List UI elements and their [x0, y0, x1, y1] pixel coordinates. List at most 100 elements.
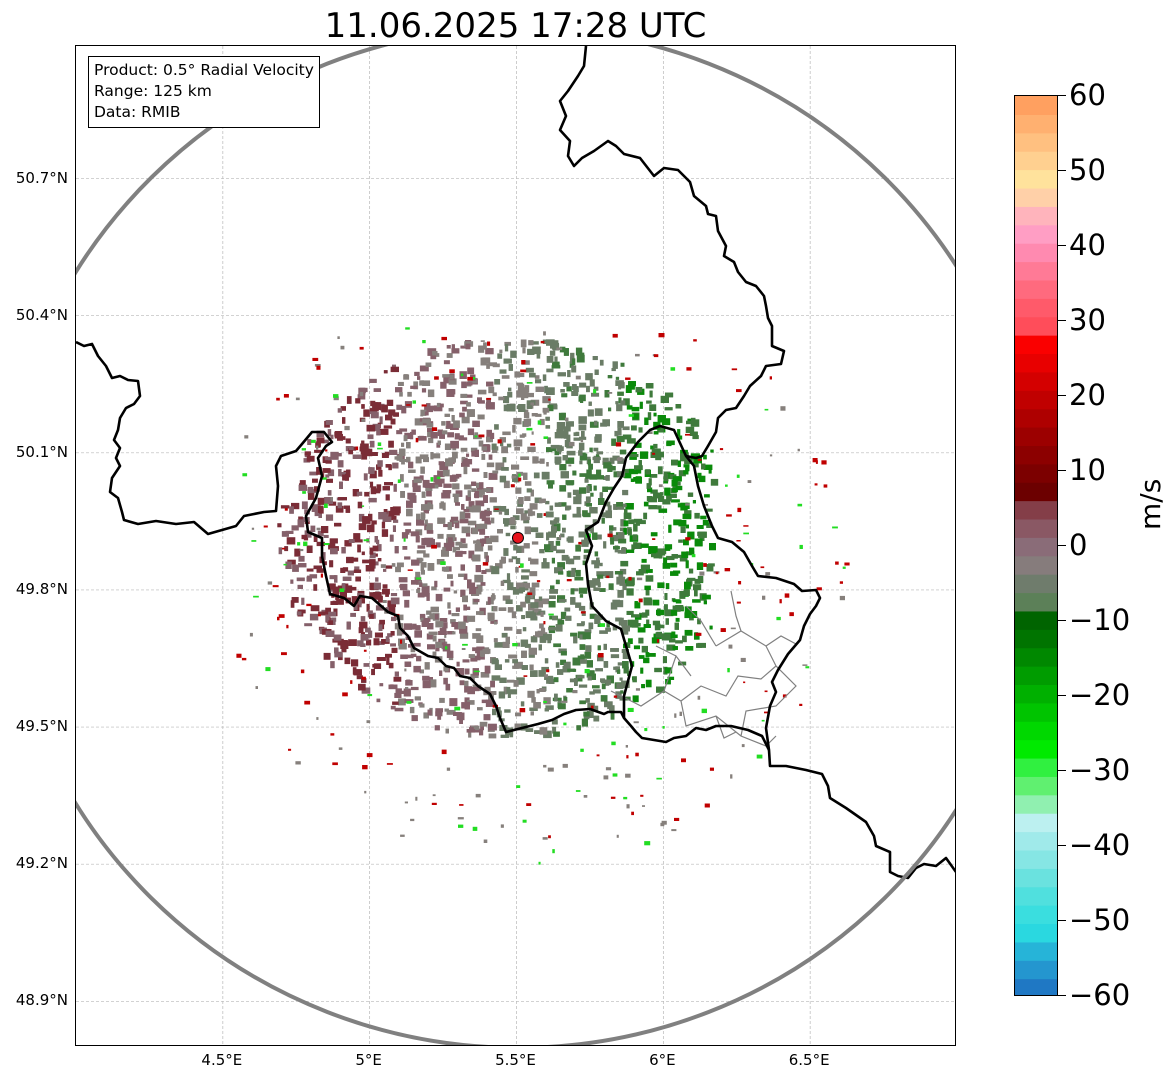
colorbar-segment: [1015, 408, 1057, 428]
product-label: Product: 0.5° Radial Velocity: [94, 61, 314, 79]
colorbar-tick-label: −20: [1069, 678, 1131, 712]
colorbar-tick-label: 50: [1069, 153, 1106, 187]
colorbar-unit-label: m/s: [1134, 478, 1167, 530]
colorbar-segment: [1015, 960, 1057, 980]
range-label: Range: 125 km: [94, 82, 212, 100]
colorbar-tick: [1058, 545, 1066, 546]
colorbar-segment: [1015, 555, 1057, 575]
colorbar-segment: [1015, 776, 1057, 796]
country-border-belgium-luxembourg-east: [558, 46, 786, 718]
colorbar-tick: [1058, 245, 1066, 246]
colorbar-segment: [1015, 537, 1057, 557]
colorbar-segment: [1015, 702, 1057, 722]
product-info-box: Product: 0.5° Radial Velocity Range: 125…: [88, 56, 320, 128]
colorbar-segment: [1015, 371, 1057, 391]
country-border-france-belgium: [76, 340, 771, 751]
colorbar-segment: [1015, 794, 1057, 814]
colorbar-segment: [1015, 224, 1057, 244]
colorbar-segment: [1015, 463, 1057, 483]
country-border-luxembourg-germany: [684, 455, 955, 880]
lat-tick-label: 50.4°N: [15, 305, 68, 324]
lon-tick-label: 6.5°E: [788, 1051, 830, 1069]
colorbar-tick: [1058, 320, 1066, 321]
lat-tick-label: 49.2°N: [15, 854, 68, 873]
lon-tick-label: 4.5°E: [201, 1051, 243, 1069]
lat-tick-label: 50.1°N: [15, 442, 68, 461]
radar-site-marker[interactable]: [511, 531, 524, 544]
colorbar-segment: [1015, 445, 1057, 465]
colorbar-segment: [1015, 151, 1057, 171]
lat-tick-label: 49.8°N: [15, 579, 68, 598]
map-title: 11.06.2025 17:28 UTC: [324, 6, 707, 46]
colorbar-segment: [1015, 868, 1057, 888]
colorbar-segment: [1015, 187, 1057, 207]
colorbar-segment: [1015, 114, 1057, 134]
district-borders: [610, 590, 797, 747]
lat-tick-label: 49.5°N: [15, 717, 68, 736]
colorbar-tick-label: 60: [1069, 78, 1106, 112]
border-lines: [76, 46, 955, 880]
colorbar-tick-label: 10: [1069, 453, 1106, 487]
colorbar-tick-label: 30: [1069, 303, 1106, 337]
colorbar-segment: [1015, 757, 1057, 777]
colorbar-segment: [1015, 482, 1057, 502]
colorbar-segment: [1015, 592, 1057, 612]
colorbar-segment: [1015, 886, 1057, 906]
lat-tick-label: 48.9°N: [15, 991, 68, 1010]
colorbar-tick-label: 0: [1069, 528, 1088, 562]
colorbar-tick: [1058, 620, 1066, 621]
data-source-label: Data: RMIB: [94, 103, 181, 121]
map-canvas: [76, 46, 955, 1045]
colorbar-segment: [1015, 666, 1057, 686]
colorbar-tick: [1058, 995, 1066, 996]
colorbar-tick: [1058, 920, 1066, 921]
colorbar-segment: [1015, 923, 1057, 943]
colorbar-segment: [1015, 316, 1057, 336]
colorbar-segment: [1015, 353, 1057, 373]
colorbar-segment: [1015, 684, 1057, 704]
colorbar-segment: [1015, 96, 1057, 115]
colorbar-segment: [1015, 813, 1057, 833]
lon-tick-label: 5.5°E: [495, 1051, 536, 1069]
colorbar-segment: [1015, 574, 1057, 594]
colorbar-segment: [1015, 169, 1057, 189]
colorbar-segment: [1015, 831, 1057, 851]
colorbar-tick: [1058, 695, 1066, 696]
colorbar-tick-label: 40: [1069, 228, 1106, 262]
colorbar-segment: [1015, 647, 1057, 667]
colorbar-tick-label: −50: [1069, 903, 1131, 937]
colorbar-tick: [1058, 470, 1066, 471]
lat-tick-label: 50.7°N: [15, 168, 68, 187]
velocity-colorbar: [1014, 95, 1058, 996]
graticule: [76, 46, 955, 1045]
colorbar-tick: [1058, 170, 1066, 171]
colorbar-segment: [1015, 335, 1057, 355]
colorbar-segment: [1015, 941, 1057, 961]
overlays: [76, 46, 955, 1045]
colorbar-tick-label: 20: [1069, 378, 1106, 412]
velocity-echoes: [236, 327, 850, 865]
colorbar-segment: [1015, 849, 1057, 869]
colorbar-segment: [1015, 905, 1057, 925]
colorbar-segment: [1015, 132, 1057, 152]
radar-map[interactable]: [75, 45, 956, 1046]
colorbar-tick-label: −10: [1069, 603, 1131, 637]
colorbar-tick-label: −60: [1069, 978, 1131, 1012]
colorbar-segment: [1015, 261, 1057, 281]
lon-tick-label: 6°E: [649, 1051, 676, 1069]
colorbar-segment: [1015, 206, 1057, 226]
colorbar-segment: [1015, 390, 1057, 410]
colorbar-tick-label: −30: [1069, 753, 1131, 787]
colorbar-tick: [1058, 395, 1066, 396]
colorbar-segment: [1015, 978, 1057, 995]
colorbar-segment: [1015, 243, 1057, 263]
colorbar-tick-label: −40: [1069, 828, 1131, 862]
colorbar-segment: [1015, 739, 1057, 759]
colorbar-segment: [1015, 721, 1057, 741]
colorbar-segment: [1015, 518, 1057, 538]
colorbar-segment: [1015, 426, 1057, 446]
colorbar-segment: [1015, 279, 1057, 299]
colorbar-segment: [1015, 500, 1057, 520]
colorbar-tick: [1058, 770, 1066, 771]
lon-tick-label: 5°E: [355, 1051, 382, 1069]
